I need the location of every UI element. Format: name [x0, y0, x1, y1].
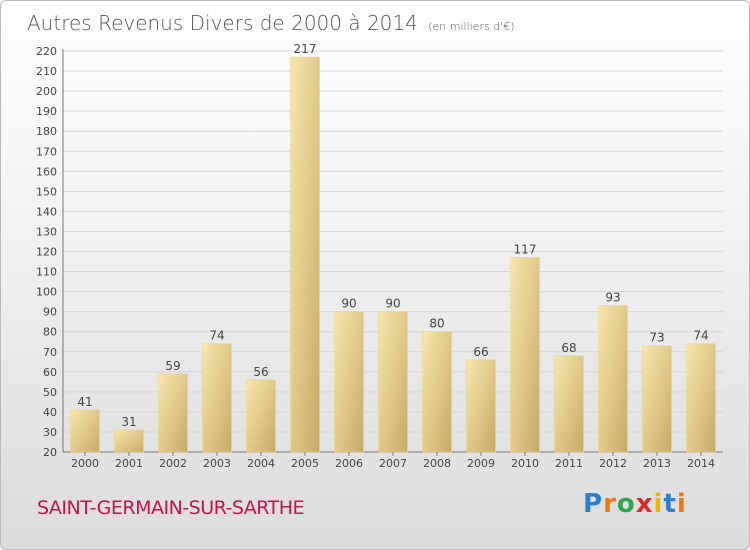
y-tick-label: 200 [36, 85, 57, 98]
x-tick-label-2014: 2014 [687, 457, 715, 470]
x-tick-label-2010: 2010 [511, 457, 539, 470]
y-tick-label: 220 [36, 45, 57, 58]
x-tick-label-2007: 2007 [379, 457, 407, 470]
y-tick-label: 120 [36, 246, 57, 259]
y-tick-label: 80 [43, 326, 57, 339]
bar-2004[interactable] [246, 379, 276, 453]
x-tick-label-2003: 2003 [203, 457, 231, 470]
data-label-2011: 68 [561, 341, 576, 355]
data-label-2007: 90 [385, 297, 400, 311]
bar-2012[interactable] [598, 305, 628, 453]
data-label-2013: 73 [649, 331, 664, 345]
x-tick-label-2008: 2008 [423, 457, 451, 470]
bar-2003[interactable] [202, 343, 232, 453]
data-label-2001: 31 [121, 415, 136, 429]
y-tick-label: 40 [43, 406, 57, 419]
x-tick-label-2002: 2002 [159, 457, 187, 470]
x-tick-label-2013: 2013 [643, 457, 671, 470]
data-label-2004: 56 [253, 365, 268, 379]
x-tick-label-2011: 2011 [555, 457, 583, 470]
y-tick-label: 130 [36, 225, 57, 238]
x-tick-label-2009: 2009 [467, 457, 495, 470]
data-label-2002: 59 [165, 359, 180, 373]
bar-2011[interactable] [554, 355, 584, 453]
commune-name: SAINT-GERMAIN-SUR-SARTHE [37, 497, 305, 519]
y-tick-label: 170 [36, 145, 57, 158]
chart-subtitle: (en milliers d'€) [428, 20, 515, 33]
y-tick-label: 150 [36, 185, 57, 198]
x-tick-label-2005: 2005 [291, 457, 319, 470]
bar-2010[interactable] [510, 257, 540, 453]
x-tick-label-2001: 2001 [115, 457, 143, 470]
bars [70, 56, 716, 453]
y-tick-labels: 20 30 40 50 60 70 80 90 100 110 120 130 140 150 160 170… [36, 45, 57, 459]
y-tick-label: 60 [43, 366, 57, 379]
y-tick-label: 140 [36, 205, 57, 218]
bar-2009[interactable] [466, 359, 496, 453]
y-tick-label: 50 [43, 386, 57, 399]
proxiti-logo[interactable]: Proxiti [583, 489, 687, 519]
bar-2013[interactable] [642, 345, 672, 453]
y-tick-label: 20 [43, 446, 57, 459]
y-tick-label: 100 [36, 286, 57, 299]
bar-2014[interactable] [686, 343, 716, 453]
bar-2000[interactable] [70, 409, 100, 453]
data-labels: 41 31 59 74 56 217 90 90 80 66 117 68 93 73 74 [77, 42, 708, 429]
data-label-2012: 93 [605, 291, 620, 305]
data-label-2005: 217 [294, 42, 317, 56]
data-label-2014: 74 [693, 329, 708, 343]
data-label-2006: 90 [341, 297, 356, 311]
y-tick-label: 90 [43, 306, 57, 319]
bar-2002[interactable] [158, 373, 188, 453]
bar-2001[interactable] [114, 429, 144, 453]
y-tick-label: 110 [36, 266, 57, 279]
data-label-2000: 41 [77, 395, 92, 409]
data-label-2010: 117 [514, 243, 537, 257]
chart-title-text: Autres Revenus Divers de 2000 à 2014 [27, 11, 418, 35]
y-tick-label: 190 [36, 105, 57, 118]
y-tick-label: 70 [43, 346, 57, 359]
y-tick-label: 210 [36, 65, 57, 78]
data-label-2008: 80 [429, 317, 444, 331]
bar-2008[interactable] [422, 331, 452, 453]
data-label-2003: 74 [209, 329, 224, 343]
y-tick-label: 180 [36, 125, 57, 138]
x-tick-labels: 2000 2001 2002 2003 2004 2005 2006 2007 2008 2009… [71, 452, 715, 470]
x-tick-label-2004: 2004 [247, 457, 275, 470]
bar-2007[interactable] [378, 311, 408, 453]
x-tick-label-2000: 2000 [71, 457, 99, 470]
x-tick-label-2006: 2006 [335, 457, 363, 470]
y-tick-label: 30 [43, 426, 57, 439]
data-label-2009: 66 [473, 345, 488, 359]
bar-2006[interactable] [334, 311, 364, 453]
x-tick-label-2012: 2012 [599, 457, 627, 470]
y-tick-label: 160 [36, 165, 57, 178]
chart-title: Autres Revenus Divers de 2000 à 2014 (en… [27, 11, 515, 35]
bar-2005[interactable] [290, 56, 320, 453]
